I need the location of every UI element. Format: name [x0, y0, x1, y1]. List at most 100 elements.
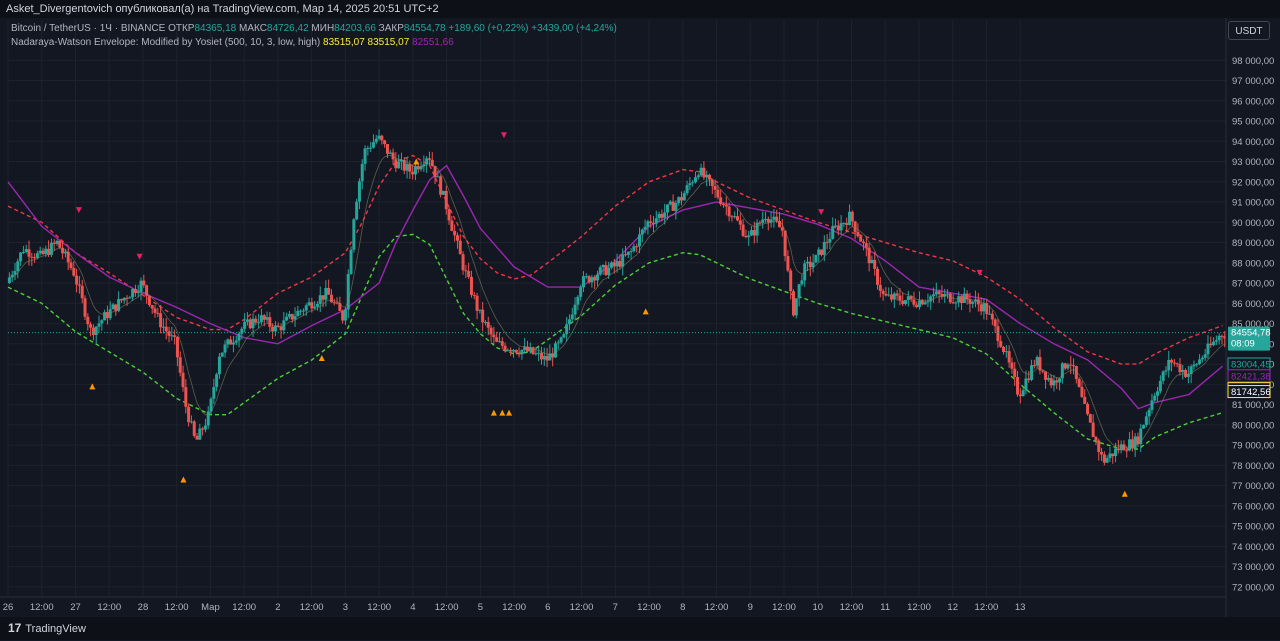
time-tick-label: 6 [545, 602, 550, 613]
candle-body [49, 242, 53, 255]
smoothed-price-line [9, 154, 1225, 448]
candle-body [876, 268, 880, 285]
candle-body [831, 226, 835, 239]
candle-body [915, 304, 919, 308]
candle-body [601, 265, 605, 268]
candle-body [181, 372, 185, 388]
candle-body [38, 250, 42, 254]
candle-body [1175, 363, 1179, 365]
time-tick-label: 12:00 [705, 602, 729, 613]
candle-body [769, 219, 773, 223]
candle-body [1046, 378, 1050, 380]
candle-body [1094, 437, 1098, 441]
currency-selector[interactable]: USDT [1228, 21, 1270, 40]
candle-body [450, 220, 454, 231]
candle-body [167, 331, 171, 336]
candle-body [240, 328, 244, 334]
candle-body [733, 216, 737, 218]
candle-body [730, 216, 734, 218]
candle-body [1044, 371, 1048, 380]
price-tick-label: 87 000,00 [1232, 279, 1274, 290]
candle-body [117, 299, 121, 311]
candle-body [304, 305, 308, 311]
candle-body [265, 317, 269, 320]
chart-grid [7, 20, 1226, 597]
candle-body [313, 306, 317, 309]
candle-body [579, 287, 583, 297]
candle-body [189, 421, 193, 423]
candle-body [55, 240, 59, 244]
candle-body [758, 222, 762, 224]
candle-body [231, 342, 235, 345]
candle-body [262, 315, 266, 320]
candle-body [685, 185, 689, 194]
candle-body [1133, 436, 1137, 449]
candle-body [738, 220, 742, 225]
candle-body [705, 174, 709, 178]
candle-body [1002, 346, 1006, 353]
candle-body [147, 295, 151, 306]
indicator-value-1: 83515,07 [323, 37, 365, 48]
candle-body [1158, 380, 1162, 392]
candle-body [63, 251, 67, 254]
candle-body [1055, 380, 1059, 383]
candle-body [458, 240, 462, 255]
candle-body [1189, 366, 1193, 375]
candle-body [1214, 340, 1218, 342]
candle-body [245, 319, 249, 322]
candle-body [397, 161, 401, 169]
candle-body [1161, 371, 1165, 381]
candle-body [1217, 335, 1221, 341]
value-label: 81742,56 [1231, 387, 1271, 398]
candle-body [514, 350, 518, 353]
candle-body [654, 218, 658, 224]
candle-body [1069, 364, 1073, 366]
candle-body [593, 277, 597, 281]
candle-body [979, 304, 983, 312]
candle-body [797, 284, 801, 299]
candle-body [187, 406, 191, 423]
candle-body [268, 317, 272, 327]
price-tick-label: 94 000,00 [1232, 137, 1274, 148]
candle-body [934, 291, 938, 295]
candle-body [632, 246, 636, 252]
candle-body [517, 352, 521, 355]
symbol-name[interactable]: Bitcoin / TetherUS · 1Ч · BINANCE [11, 23, 166, 34]
candle-body [724, 204, 728, 207]
candle-body [388, 152, 392, 154]
candle-body [315, 303, 319, 307]
candle-body [1091, 422, 1095, 438]
candle-body [413, 166, 417, 175]
candle-body [545, 355, 549, 361]
candle-body [1018, 394, 1022, 397]
candle-body [159, 313, 163, 328]
candle-body [1130, 439, 1134, 449]
candle-body [772, 216, 776, 220]
candle-body [576, 296, 580, 305]
price-tick-label: 85 000,00 [1232, 319, 1274, 330]
candle-body [1080, 386, 1084, 397]
candle-body [663, 212, 667, 218]
candle-body [615, 260, 619, 267]
candle-body [898, 295, 902, 301]
tradingview-brand: TradingView [25, 623, 86, 635]
candle-body [33, 257, 37, 259]
candle-body [607, 267, 611, 275]
candle-body [7, 277, 11, 284]
candle-body [982, 303, 986, 312]
indicator-name[interactable]: Nadaraya-Watson Envelope: Modified by Yo… [11, 37, 321, 48]
candle-body [310, 302, 314, 309]
candle-body [1027, 378, 1031, 380]
candle-body [887, 294, 891, 296]
candle-body [335, 302, 339, 304]
time-tick-label: 4 [410, 602, 415, 613]
signal-markers [75, 132, 1128, 497]
price-tick-label: 88 000,00 [1232, 258, 1274, 269]
candle-body [562, 334, 566, 338]
candle-body [587, 276, 591, 283]
price-tick-label: 78 000,00 [1232, 461, 1274, 472]
candle-body [1010, 362, 1014, 369]
symbol-row: Bitcoin / TetherUS · 1Ч · BINANCE ОТКР84… [11, 22, 617, 36]
candle-body [161, 326, 165, 328]
